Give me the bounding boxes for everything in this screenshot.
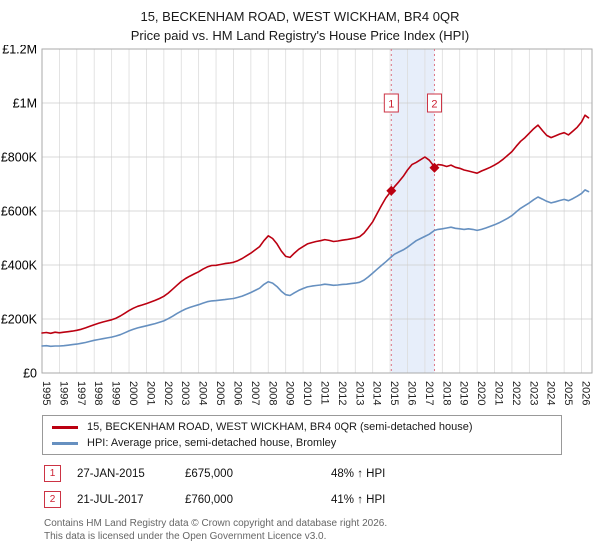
- plot-border: [41, 48, 593, 374]
- y-axis-tick-label: £600K: [1, 205, 38, 219]
- transaction-1-hpi-change: 48% ↑ HPI: [331, 467, 386, 480]
- x-axis-tick-label: 2017: [423, 381, 435, 405]
- sale-transactions: 1 27-JAN-2015 £675,000 48% ↑ HPI 2 21-JU…: [44, 465, 600, 508]
- footer-line-2: This data is licensed under the Open Gov…: [44, 531, 327, 542]
- x-axis-tick-label: 2011: [318, 381, 330, 405]
- sale-flag-box-1: [383, 93, 399, 113]
- sale-point-1: [386, 185, 397, 196]
- x-axis-tick-label: 2007: [249, 381, 261, 405]
- transaction-1-date: 27-JAN-2015: [77, 467, 145, 480]
- transaction-2-hpi-change: 41% ↑ HPI: [331, 493, 386, 506]
- sale-flag-number-1: 1: [388, 99, 394, 111]
- x-axis-tick-label: 2024: [545, 381, 557, 405]
- chart-legend: 15, BECKENHAM ROAD, WEST WICKHAM, BR4 0Q…: [42, 415, 562, 455]
- x-axis-tick-label: 2002: [162, 381, 174, 405]
- page-subtitle: Price paid vs. HM Land Registry's House …: [130, 28, 470, 43]
- license-footer: Contains HM Land Registry data © Crown c…: [44, 517, 600, 543]
- price-history-chart: £0 £200K £400K £600K £800K £1M £1.2M 1995 1996 19…: [1, 45, 593, 405]
- hpi-line-swatch: [52, 441, 78, 445]
- sale-flag-box-2: [426, 93, 442, 113]
- x-axis-tick-label: 2009: [284, 381, 296, 405]
- y-axis-tick-label: £1M: [13, 97, 37, 111]
- series-line-0: [41, 114, 590, 335]
- y-axis-tick-label: £200K: [1, 313, 38, 327]
- x-axis-tick-label: 2022: [510, 381, 522, 405]
- transaction-row-2: 2 21-JUL-2017 £760,000 41% ↑ HPI: [44, 491, 600, 508]
- x-axis-tick-label: 2003: [179, 381, 191, 405]
- sale-flag-number-2: 2: [431, 99, 437, 111]
- legend-label-hpi: HPI: Average price, semi-detached house,…: [87, 437, 337, 449]
- x-axis-tick-label: 2008: [266, 381, 278, 405]
- x-axis-tick-label: 1996: [57, 381, 69, 405]
- x-axis-tick-label: 2015: [388, 381, 400, 405]
- legend-item-property: 15, BECKENHAM ROAD, WEST WICKHAM, BR4 0Q…: [52, 421, 552, 433]
- transaction-row-1: 1 27-JAN-2015 £675,000 48% ↑ HPI: [44, 465, 600, 482]
- x-axis-tick-label: 2014: [371, 381, 383, 405]
- legend-label-property: 15, BECKENHAM ROAD, WEST WICKHAM, BR4 0Q…: [87, 421, 473, 433]
- transaction-2-date: 21-JUL-2017: [77, 493, 144, 506]
- x-axis-tick-label: 1997: [75, 381, 87, 405]
- property-line-swatch: [52, 425, 78, 429]
- transaction-2-marker: 2: [44, 491, 61, 508]
- x-axis-tick-label: 1995: [40, 381, 52, 405]
- legend-item-hpi: HPI: Average price, semi-detached house,…: [52, 437, 552, 449]
- transaction-1-price: £675,000: [185, 467, 233, 480]
- y-axis-tick-label: £400K: [1, 259, 38, 273]
- x-axis-tick-label: 2023: [527, 381, 539, 405]
- y-axis-tick-label: £800K: [1, 151, 38, 165]
- x-axis-tick-label: 2013: [353, 381, 365, 405]
- x-axis-tick-label: 2006: [231, 381, 243, 405]
- x-axis-tick-label: 2001: [144, 381, 156, 405]
- x-axis-tick-label: 2000: [127, 381, 139, 405]
- x-axis-tick-label: 2018: [440, 381, 452, 405]
- x-axis-tick-label: 2026: [580, 381, 592, 405]
- sale-point-2: [429, 162, 440, 173]
- page-title: 15, BECKENHAM ROAD, WEST WICKHAM, BR4 0Q…: [140, 9, 460, 24]
- x-axis-tick-label: 1998: [92, 381, 104, 405]
- x-axis-tick-label: 2004: [197, 381, 209, 405]
- x-axis-tick-label: 2010: [301, 381, 313, 405]
- x-axis-tick-label: 2021: [493, 381, 505, 405]
- x-axis-tick-label: 2005: [214, 381, 226, 405]
- x-axis-tick-label: 2019: [458, 381, 470, 405]
- x-axis-tick-label: 2020: [475, 381, 487, 405]
- x-axis-tick-label: 1999: [110, 381, 122, 405]
- x-axis-tick-label: 2016: [406, 381, 418, 405]
- transaction-1-marker: 1: [44, 465, 61, 482]
- y-axis-tick-label: £0: [23, 367, 37, 381]
- x-axis-tick-label: 2025: [562, 381, 574, 405]
- x-axis-tick-label: 2012: [336, 381, 348, 405]
- series-line-1: [41, 189, 590, 348]
- y-axis-tick-label: £1.2M: [2, 45, 37, 57]
- house-price-report: 15, BECKENHAM ROAD, WEST WICKHAM, BR4 0Q…: [1, 9, 600, 543]
- transaction-2-price: £760,000: [185, 493, 233, 506]
- footer-line-1: Contains HM Land Registry data © Crown c…: [44, 518, 388, 529]
